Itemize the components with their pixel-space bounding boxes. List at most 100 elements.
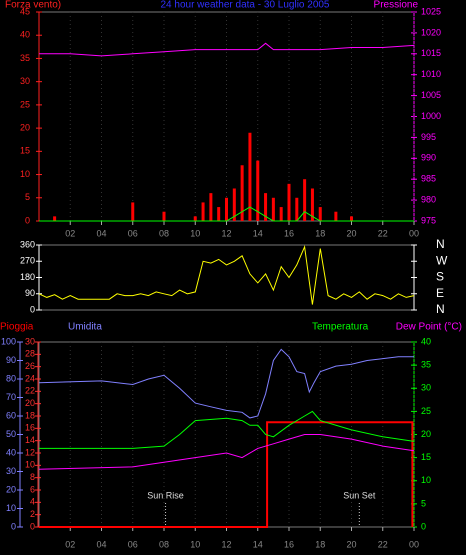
bar xyxy=(279,207,283,221)
y-tick-label: 4 xyxy=(30,497,35,507)
y-tick-label: 1005 xyxy=(421,90,441,100)
x-tick-label: 10 xyxy=(190,539,200,549)
y-tick-label: 22 xyxy=(25,386,35,396)
x-tick-label: 16 xyxy=(284,539,294,549)
y-tick-label: N xyxy=(436,302,445,316)
y-tick-label: 5 xyxy=(421,498,426,508)
y-label: Forza vento) xyxy=(5,0,61,11)
y-tick-label: 25 xyxy=(421,406,431,416)
y-tick-label: 975 xyxy=(421,215,436,225)
bar xyxy=(295,197,299,221)
y-tick-label: 10 xyxy=(20,169,30,179)
series-line xyxy=(39,206,414,222)
y-tick-label: 24 xyxy=(25,373,35,383)
y-tick-label: 5 xyxy=(25,192,30,202)
y-tick-label: 16 xyxy=(25,423,35,433)
y-tick-label: 1010 xyxy=(421,69,441,79)
series-line xyxy=(38,244,415,305)
y-tick-label: 0 xyxy=(30,304,35,314)
plot-frame xyxy=(38,244,415,311)
y-tick-label: 990 xyxy=(421,153,436,163)
y-tick-label: 0 xyxy=(30,521,35,531)
y-tick-label: 1000 xyxy=(421,111,441,121)
x-tick-label: 16 xyxy=(284,228,294,238)
x-tick-label: 08 xyxy=(159,539,169,549)
bar xyxy=(225,197,228,221)
y-tick-label: 980 xyxy=(421,194,436,204)
y-tick-label: 40 xyxy=(6,447,16,457)
bar xyxy=(162,211,166,221)
y-tick-label: 30 xyxy=(20,76,30,86)
series-line xyxy=(39,42,415,57)
y-tick-label: 20 xyxy=(20,122,30,132)
y-tick-label: 6 xyxy=(30,484,35,494)
bar xyxy=(209,193,213,221)
x-tick-label: 12 xyxy=(221,539,231,549)
y-tick-label: 15 xyxy=(20,146,30,156)
bar xyxy=(201,202,205,221)
y-tick-label: 35 xyxy=(421,360,431,370)
series-line xyxy=(39,410,415,449)
series-label: Dew Point (°C) xyxy=(396,322,462,333)
bar xyxy=(318,207,322,221)
x-tick-label: 18 xyxy=(315,228,325,238)
y-tick-label: 30 xyxy=(421,383,431,393)
y-tick-label: 60 xyxy=(6,410,16,420)
series-label: Umidita xyxy=(68,322,102,333)
y-tick-label: 20 xyxy=(421,429,431,439)
x-tick-label: 00 xyxy=(409,228,419,238)
y-tick-label: 0 xyxy=(421,521,426,531)
x-tick-label: 06 xyxy=(128,228,138,238)
x-tick-label: 22 xyxy=(378,539,388,549)
y-tick-label: 15 xyxy=(421,452,431,462)
y-tick-label: 12 xyxy=(25,447,35,457)
series-line xyxy=(39,421,414,528)
y-tick-label: 50 xyxy=(6,429,16,439)
y-tick-label: 20 xyxy=(6,484,16,494)
x-tick-label: 04 xyxy=(96,539,106,549)
y-tick-label: 180 xyxy=(20,272,35,282)
y-tick-label: 14 xyxy=(25,435,35,445)
y-tick-label: 90 xyxy=(6,355,16,365)
y-tick-label: 30 xyxy=(6,466,16,476)
x-tick-label: 14 xyxy=(253,539,263,549)
y-tick-label: 25 xyxy=(20,99,30,109)
title: 24 hour weather data - 30 Luglio 2005 xyxy=(160,0,329,11)
x-tick-label: 06 xyxy=(128,539,138,549)
x-tick-label: 10 xyxy=(190,228,200,238)
y-tick-label: 10 xyxy=(421,475,431,485)
series-label: Pioggia xyxy=(0,322,34,333)
bar xyxy=(193,216,197,221)
bar xyxy=(256,160,260,221)
y-tick-label: 10 xyxy=(25,460,35,470)
bar xyxy=(264,193,268,221)
x-tick-label: 20 xyxy=(346,228,356,238)
bar xyxy=(303,179,307,221)
annotation: Sun Set xyxy=(343,490,376,500)
x-tick-label: 08 xyxy=(159,228,169,238)
series-line xyxy=(38,348,414,419)
x-tick-label: 22 xyxy=(378,228,388,238)
series-label: Temperatura xyxy=(312,322,369,333)
y-tick-label: 1025 xyxy=(421,6,441,16)
y-tick-label: 30 xyxy=(25,336,35,346)
y-tick-label: 360 xyxy=(20,239,35,249)
y-tick-label: E xyxy=(436,286,444,300)
x-tick-label: 18 xyxy=(315,539,325,549)
y-tick-label: 10 xyxy=(6,503,16,513)
y-tick-label: 40 xyxy=(421,336,431,346)
annotation: Sun Rise xyxy=(147,490,184,500)
y-tick-label: 26 xyxy=(25,361,35,371)
x-tick-label: 02 xyxy=(65,539,75,549)
bar xyxy=(271,197,275,221)
y-tick-label: 35 xyxy=(20,53,30,63)
bar xyxy=(310,188,314,221)
y-tick-label: 70 xyxy=(6,392,16,402)
y-tick-label: 20 xyxy=(25,398,35,408)
x-tick-label: 00 xyxy=(409,539,419,549)
y-tick-label: 2 xyxy=(30,509,35,519)
y-tick-label: 8 xyxy=(30,472,35,482)
x-tick-label: 14 xyxy=(253,228,263,238)
